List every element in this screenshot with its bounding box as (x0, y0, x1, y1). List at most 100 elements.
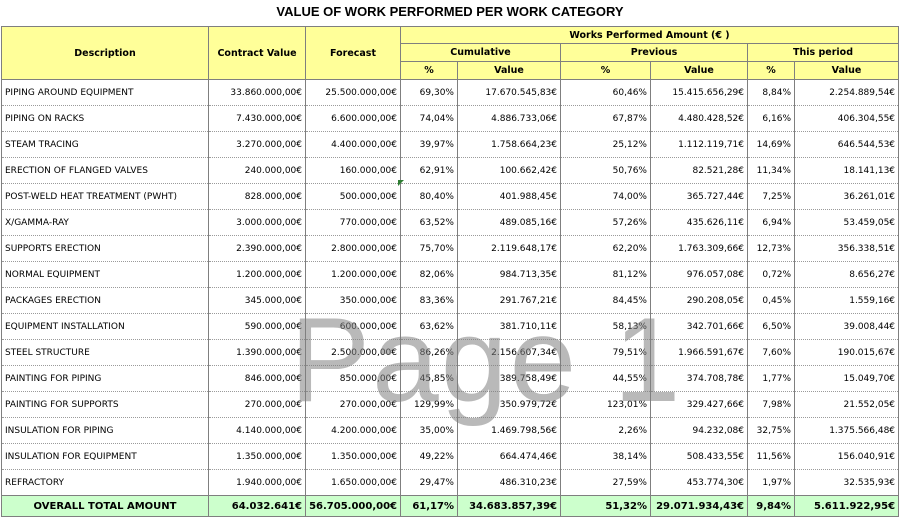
row-cumulative-value: 2.156.607,34€ (457, 339, 561, 366)
total-previous-value: 29.071.934,43€ (650, 495, 748, 517)
row-contract-value: 1.200.000,00€ (208, 261, 306, 288)
total-contract: 64.032.641€ (208, 495, 306, 517)
row-contract-value: 3.000.000,00€ (208, 209, 306, 236)
table-header: Description Contract Value Forecast Work… (1, 26, 900, 80)
row-cumulative-pct: 80,40% (400, 183, 458, 210)
report-title: VALUE OF WORK PERFORMED PER WORK CATEGOR… (276, 4, 624, 19)
row-forecast: 4.400.000,00€ (305, 131, 401, 158)
row-previous-pct: 74,00% (560, 183, 651, 210)
header-cumulative: Cumulative (400, 43, 561, 62)
row-cumulative-value: 350.979,72€ (457, 391, 561, 418)
total-row: OVERALL TOTAL AMOUNT 64.032.641€ 56.705.… (1, 495, 900, 517)
row-description: EQUIPMENT INSTALLATION (1, 313, 209, 340)
work-category-table: Description Contract Value Forecast Work… (1, 26, 900, 517)
row-previous-pct: 81,12% (560, 261, 651, 288)
total-forecast: 56.705.000,00€ (305, 495, 401, 517)
row-cumulative-value: 664.474,46€ (457, 443, 561, 470)
row-contract-value: 846.000,00€ (208, 365, 306, 392)
row-previous-pct: 60,46% (560, 79, 651, 106)
table-body: PIPING AROUND EQUIPMENT 33.860.000,00€ 25.… (1, 79, 900, 496)
total-label: OVERALL TOTAL AMOUNT (1, 495, 209, 517)
row-cumulative-value: 1.469.798,56€ (457, 417, 561, 444)
row-previous-value: 94.232,08€ (650, 417, 748, 444)
row-cumulative-pct: 83,36% (400, 287, 458, 314)
row-previous-pct: 67,87% (560, 105, 651, 132)
row-previous-value: 290.208,05€ (650, 287, 748, 314)
table-row: PAINTING FOR PIPING 846.000,00€ 850.000,00… (1, 365, 900, 392)
row-previous-pct: 27,59% (560, 469, 651, 496)
row-cumulative-pct: 39,97% (400, 131, 458, 158)
row-forecast: 160.000,00€ (305, 157, 401, 184)
header-cumulative-pct: % (400, 61, 458, 80)
row-previous-pct: 58,13% (560, 313, 651, 340)
row-forecast: 4.200.000,00€ (305, 417, 401, 444)
table-row: PIPING ON RACKS 7.430.000,00€ 6.600.000,00… (1, 105, 900, 132)
row-contract-value: 345.000,00€ (208, 287, 306, 314)
row-previous-value: 15.415.656,29€ (650, 79, 748, 106)
row-cumulative-pct: 69,30% (400, 79, 458, 106)
row-previous-pct: 2,26% (560, 417, 651, 444)
row-this-period-value: 53.459,05€ (794, 209, 900, 236)
row-forecast: 25.500.000,00€ (305, 79, 401, 106)
row-cumulative-pct: 49,22% (400, 443, 458, 470)
row-this-period-value: 190.015,67€ (794, 339, 900, 366)
header-this-period-value: Value (793, 61, 900, 80)
row-cumulative-pct: 35,00% (400, 417, 458, 444)
row-previous-pct: 38,14% (560, 443, 651, 470)
row-cumulative-pct: 63,62% (400, 313, 458, 340)
row-this-period-pct: 7,25% (747, 183, 795, 210)
row-this-period-value: 18.141,13€ (794, 157, 900, 184)
row-cumulative-value: 984.713,35€ (457, 261, 561, 288)
table-row: POST-WELD HEAT TREATMENT (PWHT) 828.000,0… (1, 183, 900, 210)
row-previous-pct: 62,20% (560, 235, 651, 262)
row-previous-value: 4.480.428,52€ (650, 105, 748, 132)
row-previous-value: 1.966.591,67€ (650, 339, 748, 366)
row-cumulative-value: 100.662,42€ (457, 157, 561, 184)
row-previous-value: 1.763.309,66€ (650, 235, 748, 262)
header-this-period-pct: % (747, 61, 795, 80)
header-previous-pct: % (560, 61, 651, 80)
header-forecast: Forecast (305, 26, 401, 80)
row-previous-value: 435.626,11€ (650, 209, 748, 236)
row-cumulative-value: 1.758.664,23€ (457, 131, 561, 158)
row-description: INSULATION FOR PIPING (1, 417, 209, 444)
row-this-period-value: 356.338,51€ (794, 235, 900, 262)
row-cumulative-value: 389.758,49€ (457, 365, 561, 392)
row-cumulative-pct: 74,04% (400, 105, 458, 132)
table-row: REFRACTORY 1.940.000,00€ 1.650.000,00€ 29,4… (1, 469, 900, 496)
row-description: PIPING ON RACKS (1, 105, 209, 132)
row-this-period-pct: 7,60% (747, 339, 795, 366)
row-description: REFRACTORY (1, 469, 209, 496)
header-previous: Previous (560, 43, 748, 62)
row-forecast: 1.650.000,00€ (305, 469, 401, 496)
header-contract-value: Contract Value (208, 26, 306, 80)
row-cumulative-value: 486.310,23€ (457, 469, 561, 496)
header-cumulative-value: Value (457, 61, 561, 80)
row-this-period-pct: 8,84% (747, 79, 795, 106)
row-description: NORMAL EQUIPMENT (1, 261, 209, 288)
row-contract-value: 7.430.000,00€ (208, 105, 306, 132)
row-previous-value: 329.427,66€ (650, 391, 748, 418)
row-previous-pct: 123,01% (560, 391, 651, 418)
row-description: PACKAGES ERECTION (1, 287, 209, 314)
header-works-performed: Works Performed Amount (€ ) (399, 26, 900, 44)
row-this-period-value: 1.559,16€ (794, 287, 900, 314)
row-contract-value: 1.390.000,00€ (208, 339, 306, 366)
row-cumulative-value: 401.988,45€ (457, 183, 561, 210)
header-previous-value: Value (650, 61, 748, 80)
row-cumulative-value: 4.886.733,06€ (457, 105, 561, 132)
table-row: NORMAL EQUIPMENT 1.200.000,00€ 1.200.000,0… (1, 261, 900, 288)
row-cumulative-pct: 75,70% (400, 235, 458, 262)
row-this-period-pct: 6,16% (747, 105, 795, 132)
row-previous-value: 365.727,44€ (650, 183, 748, 210)
row-this-period-value: 156.040,91€ (794, 443, 900, 470)
row-previous-pct: 25,12% (560, 131, 651, 158)
row-cumulative-pct: 82,06% (400, 261, 458, 288)
row-this-period-pct: 1,77% (747, 365, 795, 392)
row-previous-pct: 79,51% (560, 339, 651, 366)
row-forecast: 270.000,00€ (305, 391, 401, 418)
row-this-period-pct: 7,98% (747, 391, 795, 418)
total-this-period-pct: 9,84% (747, 495, 795, 517)
row-forecast: 6.600.000,00€ (305, 105, 401, 132)
row-this-period-value: 21.552,05€ (794, 391, 900, 418)
